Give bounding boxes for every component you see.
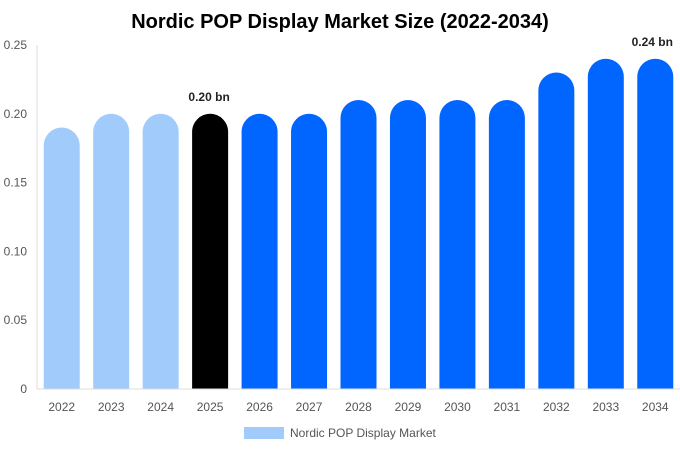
x-tick-label: 2024: [147, 400, 174, 414]
bar-2025: [192, 113, 229, 390]
bar-2024: [142, 113, 179, 390]
x-tick-label: 2033: [592, 400, 619, 414]
legend-swatch: [244, 427, 284, 439]
bars-group: [43, 58, 674, 390]
x-tick-label: 2029: [395, 400, 422, 414]
bar-2022: [43, 127, 80, 390]
x-tick-label: 2030: [444, 400, 471, 414]
data-label-2025: 0.20 bn: [188, 90, 229, 104]
y-tick-label: 0.20: [4, 107, 28, 121]
x-tick-label: 2031: [494, 400, 521, 414]
bar-2027: [291, 113, 328, 390]
x-tick-label: 2032: [543, 400, 570, 414]
bar-2034: [637, 58, 674, 389]
x-tick-label: 2034: [642, 400, 669, 414]
bar-2029: [389, 100, 426, 389]
data-label-2034: 0.24 bn: [632, 35, 673, 49]
data-labels-group: 0.20 bn 0.24 bn: [188, 35, 673, 104]
bar-2030: [439, 100, 476, 389]
chart-title: Nordic POP Display Market Size (2022-203…: [131, 11, 549, 33]
x-tick-label: 2026: [246, 400, 273, 414]
bar-2033: [587, 58, 624, 389]
y-tick-label: 0: [20, 382, 27, 396]
x-tick-label: 2023: [98, 400, 125, 414]
y-tick-label: 0.05: [4, 313, 28, 327]
legend: Nordic POP Display Market: [244, 426, 436, 440]
y-axis: 0 0.05 0.10 0.15 0.20 0.25: [4, 38, 38, 396]
y-tick-label: 0.10: [4, 244, 28, 258]
x-tick-label: 2025: [197, 400, 224, 414]
bar-2032: [538, 72, 575, 390]
x-tick-label: 2027: [296, 400, 323, 414]
bar-2031: [488, 100, 525, 390]
x-axis: 2022 2023 2024 2025 2026 2027 2028 2029 2030 2031…: [37, 388, 680, 414]
bar-2026: [241, 113, 278, 390]
legend-label: Nordic POP Display Market: [290, 426, 436, 440]
y-tick-label: 0.15: [4, 176, 28, 190]
x-tick-label: 2022: [48, 400, 75, 414]
bar-2028: [340, 100, 377, 389]
bar-2023: [93, 113, 130, 390]
x-tick-label: 2028: [345, 400, 372, 414]
y-tick-label: 0.25: [4, 38, 28, 52]
